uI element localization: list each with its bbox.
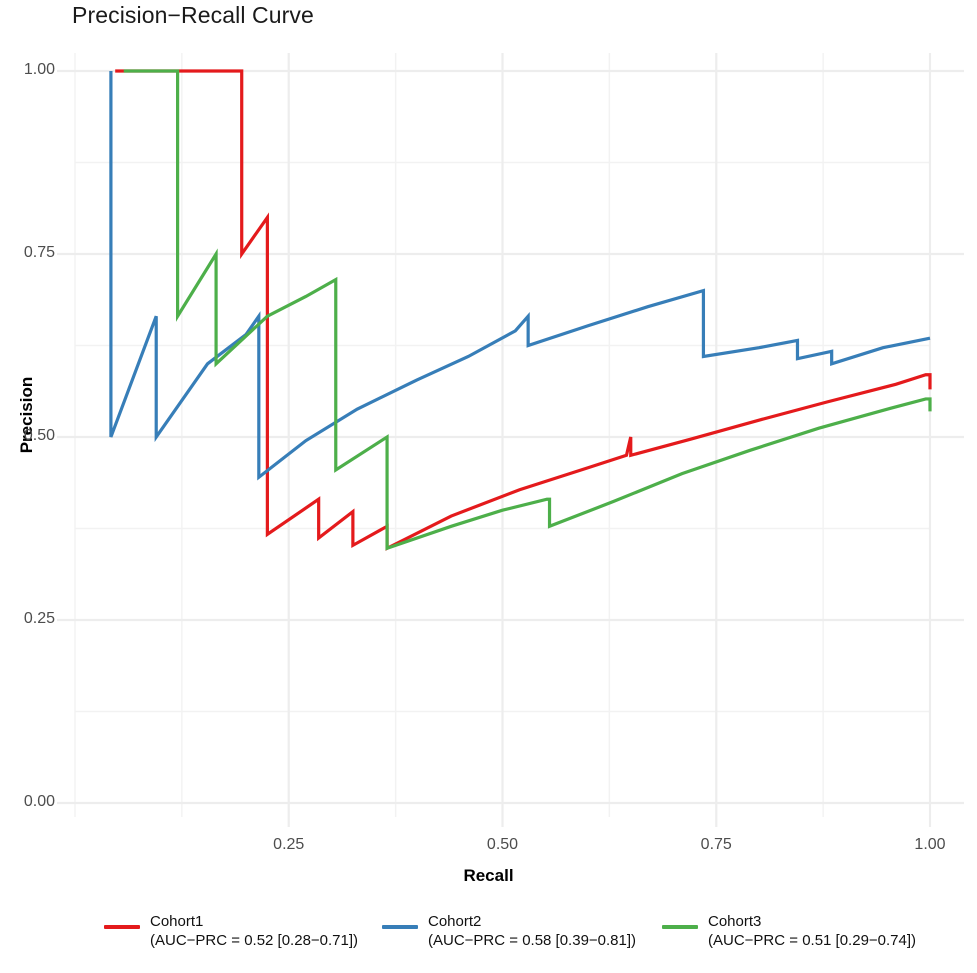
legend-series-name: Cohort2	[428, 913, 482, 930]
legend-series-name: Cohort3	[708, 913, 762, 930]
y-tick-label: 0.25	[23, 610, 55, 627]
series-line-cohort3	[123, 69, 932, 551]
x-tick-label: 0.75	[700, 836, 732, 853]
x-tick-label: 1.00	[914, 836, 946, 853]
chart-title: Precision−Recall Curve	[72, 2, 314, 28]
legend-item-cohort2[interactable]: Cohort2 (AUC−PRC = 0.58 [0.39−0.81])	[382, 912, 636, 950]
legend: Cohort1 (AUC−PRC = 0.52 [0.28−0.71]) Cohor…	[0, 912, 977, 972]
legend-auc-value: (AUC−PRC = 0.51 [0.29−0.74])	[708, 932, 917, 949]
legend-color-swatch	[382, 925, 418, 929]
legend-label: Cohort2 (AUC−PRC = 0.58 [0.39−0.81])	[428, 912, 636, 950]
x-tick-label: 0.25	[273, 836, 305, 853]
x-axis-title: Recall	[463, 866, 514, 885]
series-line-cohort1	[115, 69, 932, 551]
legend-auc-value: (AUC−PRC = 0.52 [0.28−0.71])	[150, 932, 359, 949]
legend-item-cohort1[interactable]: Cohort1 (AUC−PRC = 0.52 [0.28−0.71])	[104, 912, 358, 950]
y-tick-label: 0.50	[23, 427, 55, 444]
y-axis-title: Precision	[17, 376, 36, 454]
series-line-cohort2	[109, 71, 931, 481]
x-tick-label: 0.50	[486, 836, 519, 853]
y-tick-label: 1.00	[23, 61, 55, 78]
y-tick-label: 0.00	[23, 793, 55, 810]
legend-color-swatch	[104, 925, 140, 929]
legend-color-swatch	[662, 925, 698, 929]
legend-label: Cohort1 (AUC−PRC = 0.52 [0.28−0.71])	[150, 912, 358, 950]
legend-auc-value: (AUC−PRC = 0.58 [0.39−0.81])	[428, 932, 637, 949]
legend-item-cohort3[interactable]: Cohort3 (AUC−PRC = 0.51 [0.29−0.74])	[662, 912, 916, 950]
legend-label: Cohort3 (AUC−PRC = 0.51 [0.29−0.74])	[708, 912, 916, 950]
y-tick-label: 0.75	[23, 244, 55, 261]
legend-series-name: Cohort1	[150, 913, 204, 930]
